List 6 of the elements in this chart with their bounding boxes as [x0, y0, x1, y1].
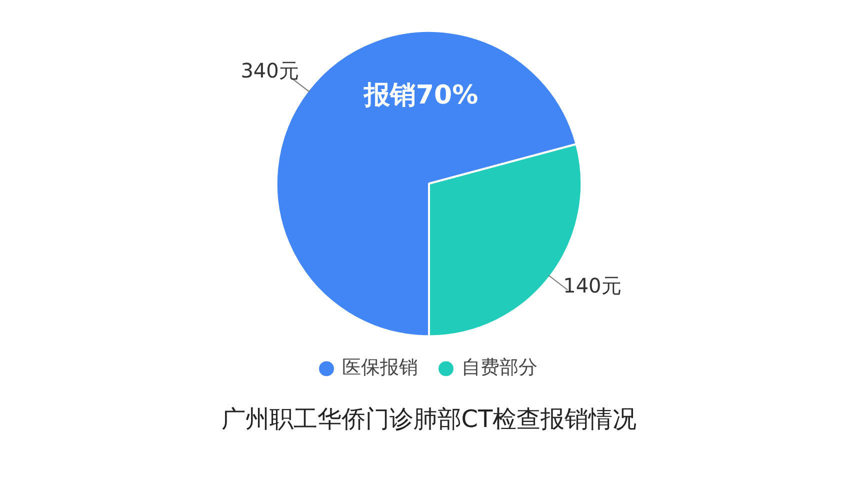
data-label: 140元	[563, 273, 622, 298]
legend-label: 医保报销	[342, 356, 418, 379]
data-label: 340元	[240, 58, 299, 82]
legend-label: 自费部分	[462, 356, 538, 379]
text: 报销70%	[362, 80, 478, 110]
text: 广州职工华侨门诊肺部CT检查报销情况	[221, 404, 637, 433]
